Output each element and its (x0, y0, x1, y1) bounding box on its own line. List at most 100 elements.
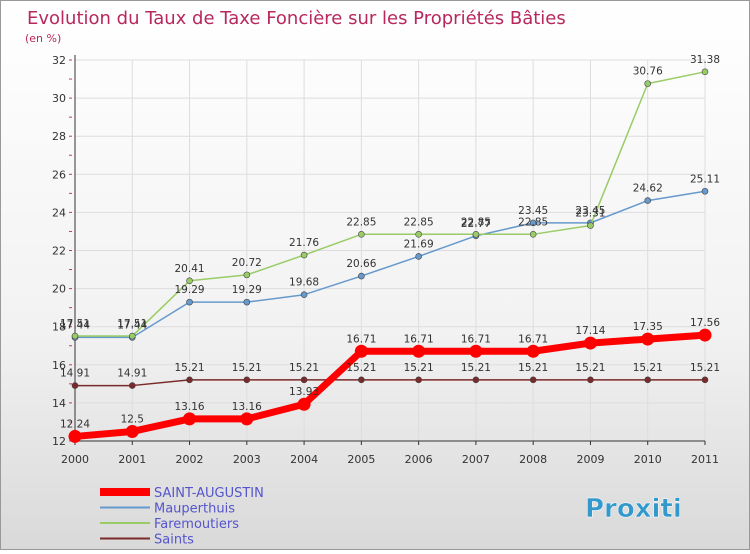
legend-label: Faremoutiers (154, 517, 239, 532)
data-label: 23.45 (518, 205, 548, 217)
data-point (358, 272, 365, 280)
data-point (641, 332, 655, 346)
data-point (240, 412, 254, 426)
data-point (125, 424, 139, 438)
data-label: 19.68 (289, 277, 319, 289)
legend-label: Mauperthuis (154, 502, 235, 517)
data-label: 13.16 (232, 401, 262, 413)
data-point (529, 219, 537, 227)
data-label: 22.85 (404, 216, 434, 228)
data-point (71, 382, 79, 389)
data-point (300, 376, 308, 384)
y-tick-label: 26 (52, 168, 66, 181)
data-label: 16.71 (404, 333, 434, 345)
data-point (701, 187, 709, 195)
data-point (587, 222, 594, 229)
data-label: 14.91 (117, 368, 147, 380)
data-point (415, 376, 422, 384)
y-tick-label: 16 (52, 359, 66, 372)
series-layer (68, 68, 712, 443)
x-tick-label: 2010 (634, 453, 662, 466)
data-point (300, 251, 308, 259)
data-point (472, 376, 480, 384)
data-label: 21.69 (404, 238, 434, 250)
data-label: 16.71 (461, 333, 491, 345)
data-point (358, 376, 365, 384)
legend-label: SAINT-AUGUSTIN (154, 486, 264, 501)
y-tick-label: 30 (52, 92, 66, 105)
data-label: 17.44 (117, 319, 147, 331)
data-label: 20.41 (175, 263, 205, 275)
data-point (243, 376, 251, 384)
data-point (415, 231, 422, 238)
legend-label: Saints (154, 533, 194, 548)
data-label: 15.21 (633, 362, 663, 374)
data-point (300, 291, 308, 298)
data-label: 23.31 (575, 208, 605, 220)
data-label: 15.21 (461, 362, 491, 374)
proxiti-logo: Proxiti (585, 494, 682, 524)
x-tick-label: 2003 (233, 453, 261, 466)
data-point (469, 344, 483, 358)
x-tick-label: 2006 (405, 453, 433, 466)
data-point (644, 376, 652, 384)
data-label: 17.35 (633, 321, 663, 333)
data-point (243, 271, 251, 279)
y-tick-label: 22 (52, 245, 66, 258)
legend: SAINT-AUGUSTINMauperthuisFaremoutiersSai… (100, 486, 264, 548)
data-label: 19.29 (175, 284, 205, 296)
data-label: 30.76 (633, 66, 663, 78)
data-label: 23.45 (575, 205, 605, 217)
data-label: 17.51 (117, 318, 147, 330)
data-label: 15.21 (518, 362, 548, 374)
data-label: 15.21 (690, 362, 720, 374)
data-point (186, 376, 193, 384)
x-tick-label: 2007 (462, 453, 490, 466)
data-point (701, 68, 709, 76)
data-label: 12.24 (60, 418, 90, 430)
data-label: 17.14 (575, 325, 605, 337)
data-label: 20.66 (346, 258, 376, 270)
x-tick-label: 2009 (576, 453, 604, 466)
data-point (529, 231, 537, 238)
data-label: 25.11 (690, 173, 720, 185)
y-tick-label: 20 (52, 283, 66, 296)
y-axis-label: (en %) (25, 32, 61, 45)
chart-title: Evolution du Taux de Taxe Foncière sur l… (27, 8, 566, 29)
data-label: 22.85 (346, 216, 376, 228)
series-line-mauperthuis (75, 190, 706, 339)
data-label: 21.76 (289, 237, 319, 249)
series-line-faremoutiers (75, 71, 706, 337)
data-point (587, 376, 594, 384)
data-label: 15.21 (232, 362, 262, 374)
x-tick-label: 2004 (290, 453, 318, 466)
data-label: 15.21 (289, 362, 319, 374)
data-point (128, 382, 136, 389)
data-label: 15.21 (346, 362, 376, 374)
data-point (186, 298, 193, 306)
data-label: 22.85 (461, 216, 491, 228)
y-tick-label: 14 (52, 397, 66, 410)
data-point (297, 397, 311, 411)
data-label: 13.93 (289, 386, 319, 398)
data-label: 15.21 (404, 362, 434, 374)
data-label: 17.56 (690, 317, 720, 329)
data-point (644, 197, 652, 204)
data-label: 22.77 (461, 218, 491, 230)
data-label: 17.44 (60, 319, 90, 331)
x-tick-label: 2005 (347, 453, 375, 466)
y-tick-label: 12 (52, 435, 66, 448)
data-label: 17.51 (60, 318, 90, 330)
y-tick-label: 28 (52, 130, 66, 143)
y-tick-label: 32 (52, 54, 66, 67)
data-label: 31.38 (690, 54, 720, 66)
data-point (529, 376, 537, 384)
data-point (186, 277, 193, 285)
data-point (698, 328, 712, 342)
series-line-saint-augustin (74, 331, 706, 440)
data-label: 16.71 (346, 333, 376, 345)
data-point (644, 80, 652, 87)
data-point (354, 344, 368, 358)
data-point (415, 253, 422, 260)
